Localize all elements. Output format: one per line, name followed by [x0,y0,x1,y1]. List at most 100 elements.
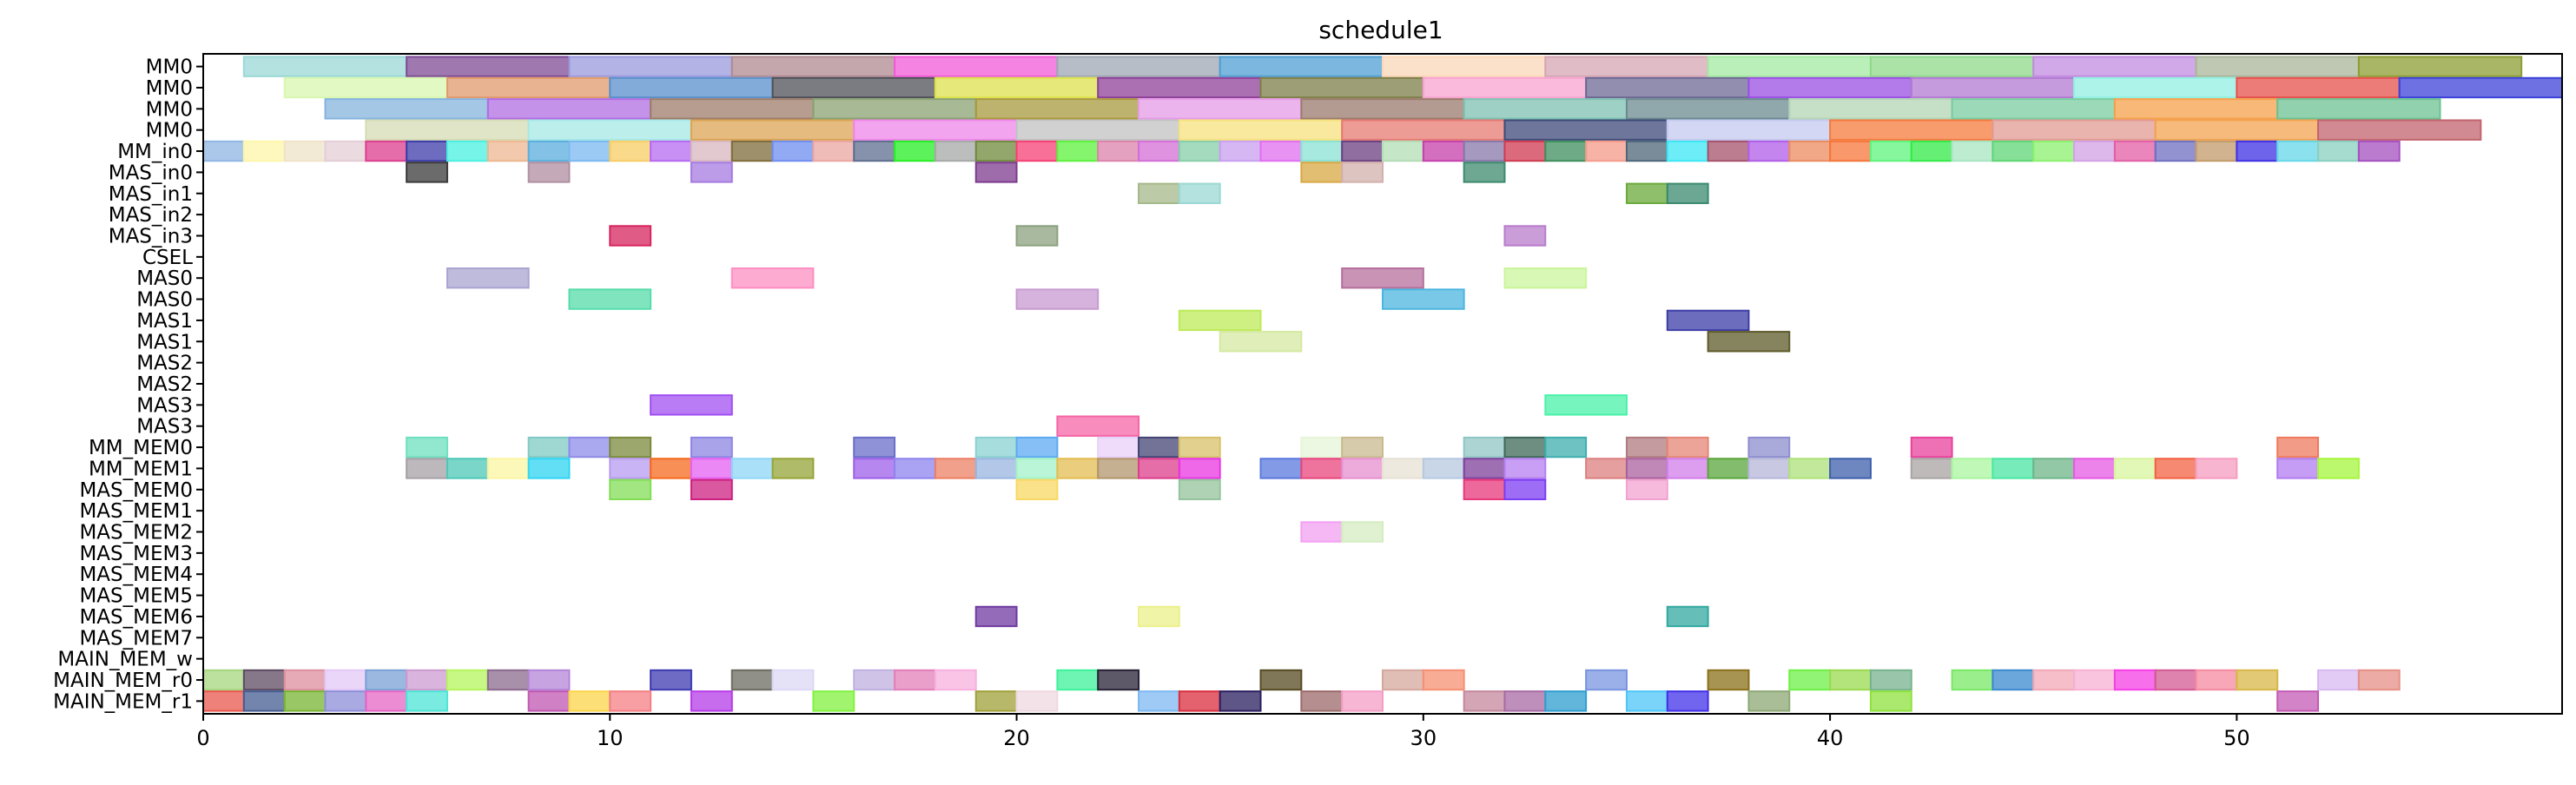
task-bar [1503,478,1547,500]
task-bar [568,140,611,162]
task-bar [2276,436,2320,458]
x-tick-label: 20 [1003,726,1030,750]
task-bar [1910,436,1953,458]
task-bar [650,458,692,479]
task-bar [1666,436,1709,458]
task-bar [2073,140,2116,162]
task-bar [812,690,855,712]
task-bar [2276,98,2441,120]
task-bar [609,478,652,500]
task-bar [1341,521,1384,543]
task-bar [406,56,571,77]
task-bar [2317,119,2482,141]
task-bar [1015,140,1059,162]
task-bar [1382,669,1424,691]
task-bar [486,98,652,120]
task-bar [568,56,733,77]
task-bar [1300,521,1344,543]
task-bar [1747,690,1791,712]
task-bar [1707,140,1750,162]
task-bar [568,690,611,712]
task-bar [650,394,733,416]
task-bar [690,458,733,479]
task-bar [527,690,571,712]
x-tick-label: 10 [597,726,624,750]
task-bar [1666,458,1709,479]
y-tick-label: MAIN_MEM_w [57,649,193,671]
task-bar [1788,98,1953,120]
task-bar [568,436,611,458]
x-tick-label: 30 [1410,726,1437,750]
task-bar [1951,98,2116,120]
task-bar [1463,436,1506,458]
task-bar [1056,669,1100,691]
y-tick-label: MAS2 [136,373,193,396]
task-bar [730,458,774,479]
y-tick-label: MAS_MEM0 [79,479,193,502]
task-bar [1910,76,2076,99]
task-bar [2357,56,2523,77]
y-tick-label: MAS0 [136,289,193,312]
task-bar [1991,140,2035,162]
task-bar [1300,436,1344,458]
task-bar [974,605,1018,628]
task-bar [1463,140,1506,162]
task-bar [1178,182,1221,204]
task-bar [1300,98,1465,120]
task-bar [1178,436,1221,458]
task-bar [1056,415,1140,437]
task-bar [974,436,1018,458]
y-tick-label: MM0 [146,98,193,121]
task-bar [1585,140,1628,162]
task-bar [934,458,977,479]
task-bar [2154,119,2320,141]
task-bar [1300,690,1344,712]
task-bar [527,458,571,479]
task-bar [1382,56,1547,77]
task-bar [1544,394,1628,416]
task-bar [1341,162,1384,183]
task-bar [406,669,448,691]
task-bar [486,669,530,691]
task-bar [1788,140,1832,162]
task-bar [242,669,286,691]
task-bar [1991,669,2035,691]
task-bar [2154,140,2197,162]
task-bar [324,669,367,691]
task-bar [1138,140,1180,162]
task-bar [1178,140,1221,162]
x-tick-label: 40 [1817,726,1844,750]
task-bar [1747,140,1791,162]
task-bar [1178,690,1221,712]
task-bar [934,140,977,162]
task-bar [812,140,855,162]
task-bar [527,119,692,141]
task-bar [609,140,652,162]
task-bar [2032,140,2076,162]
task-bar [894,56,1059,77]
task-bar [1869,56,2035,77]
task-bar [1625,478,1668,500]
task-bar [1829,669,1872,691]
task-bar [1544,140,1588,162]
task-bar [202,669,245,691]
task-bar [1625,182,1668,204]
task-bar [568,288,652,310]
task-bar [1707,458,1750,479]
task-bar [1422,458,1465,479]
task-bar [1422,669,1465,691]
task-bar [2276,458,2320,479]
y-tick-label: MM0 [146,56,193,79]
task-bar [2357,669,2401,691]
task-bar [1707,56,1872,77]
task-bar [1869,140,1912,162]
y-tick-label: MAS1 [136,331,193,353]
y-tick-label: MAS_MEM1 [79,500,193,523]
task-bar [1382,288,1465,310]
task-bar [1666,690,1709,712]
task-bar [1422,140,1465,162]
task-bar [446,140,489,162]
y-tick-label: MAIN_MEM_r0 [53,670,193,692]
task-bar [324,98,489,120]
task-bar [1219,331,1303,353]
